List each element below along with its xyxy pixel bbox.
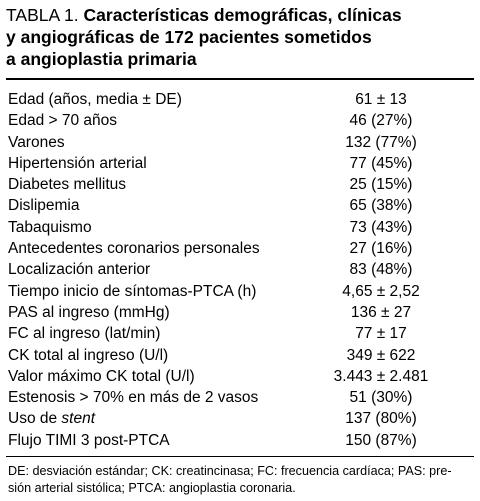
table-container: TABLA 1. Características demográficas, c… [6,4,474,497]
table-title-line-1: TABLA 1. Características demográficas, c… [6,4,474,26]
row-value: 61 ± 13 [355,91,407,108]
footnote-line: DE: desviación estándar; CK: creatincina… [8,464,452,479]
row-label: Diabetes mellitus [8,176,127,194]
row-label: Varones [8,133,65,151]
row-value: 4,65 ± 2,52 [342,282,420,300]
table-title-line-3: a angioplastia primaria [6,49,197,69]
table-row: Estenosis > 70% en más de 2 vasos 51 (30%… [6,387,474,408]
table-row: Varones 132 (77%) [6,132,474,153]
row-label: Hipertensión arterial [8,154,147,172]
row-label: Valor máximo CK total (U/l) [8,367,195,385]
row-value: 77 ± 17 [355,325,407,343]
row-label: Estenosis > 70% en más de 2 vasos [8,389,259,407]
table-row: Valor máximo CK total (U/l) 3.443 ± 2.481 [6,366,474,387]
table-body: Edad (años, media ± DE) 61 ± 13 Edad > 70… [6,80,474,456]
row-value: 27 (16%) [349,240,413,258]
table-row: FC al ingreso (lat/min) 77 ± 17 [6,323,474,344]
table-row: Tiempo inicio de síntomas-PTCA (h) 4,65 ±… [6,281,474,302]
row-label: CK total al ingreso (U/l) [8,346,169,364]
table-row: Dislipemia 65 (38%) [6,195,474,216]
row-label-italic: stent [61,410,96,428]
row-label: Dislipemia [8,197,80,215]
row-label: Antecedentes coronarios personales [8,240,260,258]
table-row: Antecedentes coronarios personales 27 (16… [6,238,474,259]
row-value: 136 ± 27 [350,303,412,321]
table-row: Uso de stent 137 (80%) [6,408,474,429]
row-value: 51 (30%) [349,389,413,407]
footnote-line: sión arterial sistólica; PTCA: angioplas… [8,481,296,496]
row-label: Tiempo inicio de síntomas-PTCA (h) [8,282,257,300]
row-label: FC al ingreso (lat/min) [8,325,161,343]
row-value: 349 ± 622 [346,346,416,364]
row-label: Edad > 70 años [8,112,118,130]
row-label: Localización anterior [8,261,151,279]
table-top-rule [6,78,474,80]
row-label: Tabaquismo [8,218,92,236]
table-label: TABLA 1. [6,5,79,25]
table-title-line-2: y angiográficas de 172 pacientes sometid… [6,27,372,47]
row-label: Flujo TIMI 3 post-PTCA [8,431,170,449]
row-label: PAS al ingreso (mmHg) [8,303,170,321]
table-title-text-1: Características demográficas, clínicas [83,5,402,25]
table-row: CK total al ingreso (U/l) 349 ± 622 [6,345,474,366]
table-title: TABLA 1. Características demográficas, c… [6,4,474,70]
row-value: 65 (38%) [349,197,413,215]
row-value: 150 (87%) [345,431,417,449]
table-row: Tabaquismo 73 (43%) [6,217,474,238]
row-value: 83 (48%) [349,261,413,279]
table-footnote: DE: desviación estándar; CK: creatincina… [6,457,474,497]
row-value: 132 (77%) [345,133,417,151]
row-value: 3.443 ± 2.481 [333,367,429,385]
table-row: Diabetes mellitus 25 (15%) [6,174,474,195]
row-value: 46 (27%) [349,112,413,130]
table-row: Hipertensión arterial 77 (45%) [6,153,474,174]
row-value: 73 (43%) [349,218,413,236]
table-row: PAS al ingreso (mmHg) 136 ± 27 [6,302,474,323]
table-row: Edad (años, media ± DE) 61 ± 13 [6,89,474,110]
row-value: 25 (15%) [349,176,413,194]
table-row: Localización anterior 83 (48%) [6,259,474,280]
table-row: Flujo TIMI 3 post-PTCA 150 (87%) [6,430,474,451]
row-value: 137 (80%) [345,410,417,428]
row-label-prefix: Uso de [8,410,62,428]
row-label: Uso de stent [6,408,306,429]
row-value: 77 (45%) [349,154,413,172]
table-bottom-rule [6,456,474,458]
row-label: Edad (años, media ± DE) [8,91,182,108]
table-row: Edad > 70 años 46 (27%) [6,110,474,131]
